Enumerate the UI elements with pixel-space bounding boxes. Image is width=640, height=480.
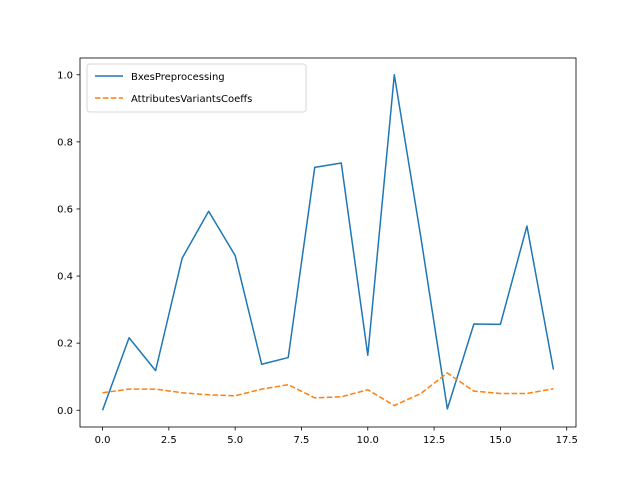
series-line-1 [102,372,554,407]
legend-label-1: AttributesVariantsCoeffs [131,94,252,105]
plot-area-frame [79,57,577,428]
legend: BxesPreprocessing AttributesVariantsCoeff… [86,63,307,113]
x-tick-label: 0.0 [95,435,111,446]
y-tick-label: 0.2 [57,339,73,350]
x-tick-label: 10.0 [357,435,379,446]
y-tick-label: 0.6 [57,205,73,216]
series-line-0 [101,74,555,411]
legend-box [86,63,307,113]
y-tick-label: 0.0 [57,406,73,417]
x-tick-label: 2.5 [161,435,177,446]
x-axis: 0.0 2.5 5.0 7.5 10.0 12.5 15.0 17.5 [95,427,578,446]
y-tick-label: 0.4 [57,272,73,283]
y-axis: 0.0 0.2 0.4 0.6 0.8 1.0 [57,70,80,417]
y-tick-label: 0.8 [57,137,73,148]
x-tick-label: 7.5 [294,435,310,446]
series-layer [101,74,555,411]
x-tick-label: 12.5 [423,435,445,446]
x-tick-label: 17.5 [556,435,578,446]
y-tick-label: 1.0 [57,70,73,81]
x-tick-label: 5.0 [227,435,243,446]
legend-label-0: BxesPreprocessing [131,72,225,83]
x-tick-label: 15.0 [489,435,511,446]
